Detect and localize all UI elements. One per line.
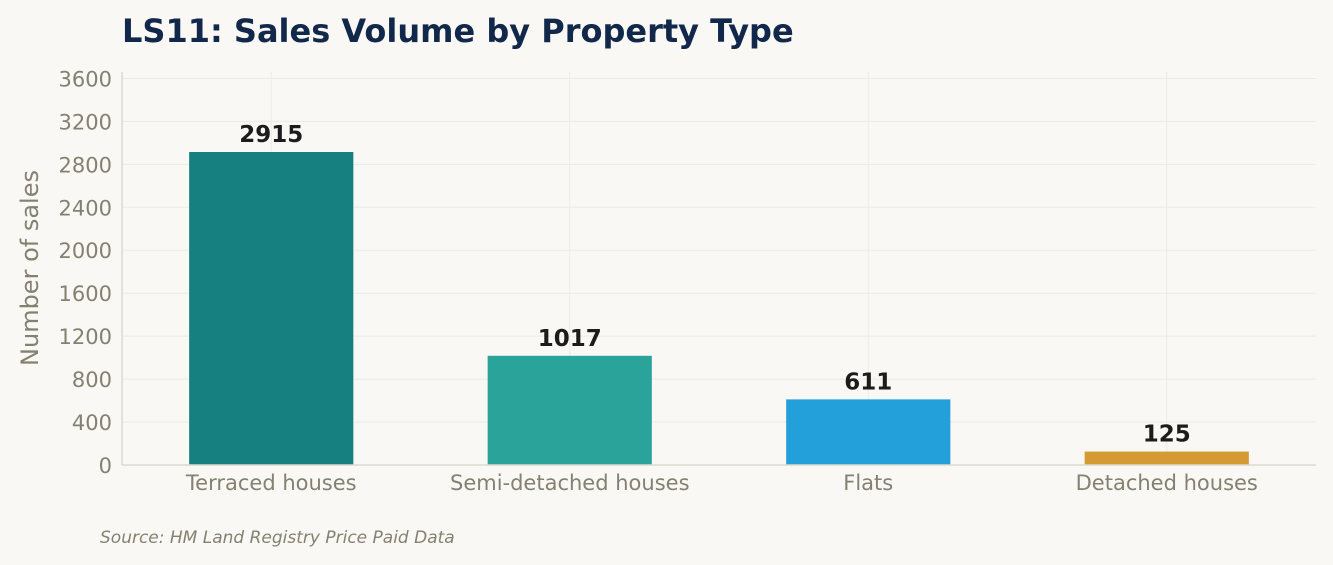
y-tick-label: 2000: [59, 239, 112, 263]
y-tick-label: 1600: [59, 282, 112, 306]
bar-semi-detached-houses: [487, 355, 652, 465]
x-tick-label: Detached houses: [1076, 471, 1258, 495]
bars: [189, 151, 1249, 465]
y-tick-label: 800: [72, 368, 112, 392]
y-tick-label: 3200: [59, 110, 112, 134]
y-tick-label: 3600: [59, 67, 112, 91]
y-tick-label: 2800: [59, 153, 112, 177]
x-tick-label: Terraced houses: [185, 471, 357, 495]
bar-value-label: 611: [844, 369, 892, 395]
bar-detached-houses: [1084, 451, 1249, 465]
y-tick-label: 400: [72, 411, 112, 435]
y-axis-label: Number of sales: [16, 170, 44, 366]
y-tick-label: 0: [99, 454, 112, 478]
source-note: Source: HM Land Registry Price Paid Data: [100, 528, 455, 548]
bar-value-label: 1017: [538, 326, 602, 352]
y-tick-label: 2400: [59, 196, 112, 220]
bar-flats: [786, 399, 951, 465]
bar-terraced-houses: [189, 151, 354, 465]
bar-value-label: 125: [1143, 422, 1191, 448]
bar-value-label: 2915: [239, 122, 303, 148]
data-labels: 2915 1017 611 125: [239, 122, 1191, 448]
y-tick-label: 1200: [59, 325, 112, 349]
chart-title: LS11: Sales Volume by Property Type: [122, 12, 794, 50]
x-tick-label: Flats: [843, 471, 893, 495]
axes: 0 400 800 1200 1600 2000 2400 2800 3200 3600 Terra…: [59, 67, 1316, 495]
x-tick-label: Semi-detached houses: [450, 471, 690, 495]
